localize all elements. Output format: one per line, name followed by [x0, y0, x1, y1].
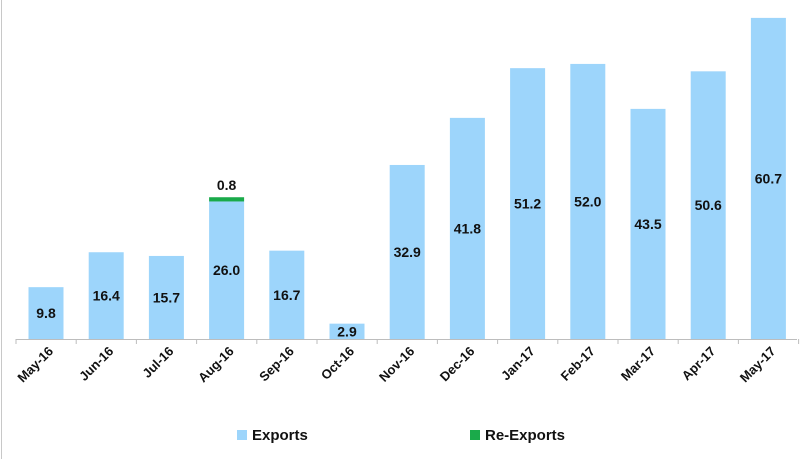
- exports-data-label: 51.2: [514, 196, 541, 212]
- x-tick-label: Dec-16: [437, 344, 478, 385]
- re-exports-bar-Aug-16: [209, 197, 245, 202]
- exports-data-label: 16.7: [273, 287, 300, 303]
- x-tick-label: Jun-16: [76, 344, 116, 384]
- exports-bar-Mar-17: [630, 108, 666, 339]
- exports-bar-Apr-17: [690, 71, 726, 340]
- x-tick-label: Jul-16: [139, 344, 176, 381]
- x-tick-label: Feb-17: [558, 344, 598, 384]
- exports-bar-Sep-16: [269, 250, 305, 339]
- x-tick-label: Mar-17: [618, 344, 658, 384]
- exports-data-label: 43.5: [634, 216, 661, 232]
- legend-swatch-exports: [237, 430, 247, 440]
- exports-bar-May-16: [28, 287, 64, 339]
- exports-data-label: 15.7: [153, 289, 180, 305]
- x-tick-label: May-16: [14, 344, 56, 386]
- exports-data-label: 2.9: [337, 323, 357, 339]
- exports-data-label: 16.4: [93, 288, 120, 304]
- exports-data-label: 52.0: [574, 193, 601, 209]
- legend-swatch-re-exports: [470, 430, 480, 440]
- exports-bar-May-17: [750, 17, 786, 339]
- exports-bar-Jan-17: [510, 68, 546, 339]
- exports-bar-Oct-16: [329, 323, 365, 339]
- x-tick-label: Aug-16: [195, 344, 237, 386]
- exports-data-label: 41.8: [454, 220, 481, 236]
- exports-data-label: 9.8: [36, 305, 56, 321]
- exports-bar-Nov-16: [389, 164, 425, 339]
- exports-data-label: 50.6: [695, 197, 722, 213]
- exports-bar-Dec-16: [449, 117, 485, 340]
- x-tick-label: Apr-17: [679, 344, 719, 384]
- exports-bar-Jun-16: [88, 252, 124, 339]
- x-tick-label: May-17: [737, 344, 779, 386]
- legend-label-exports: Exports: [252, 427, 308, 444]
- exports-data-label: 60.7: [755, 170, 782, 186]
- exports-bar-Feb-17: [570, 63, 606, 340]
- x-tick-label: Sep-16: [256, 344, 297, 385]
- x-tick-label: Nov-16: [376, 344, 417, 385]
- x-tick-label: Jan-17: [498, 344, 538, 384]
- legend-label-re-exports: Re-Exports: [485, 427, 565, 444]
- re-exports-data-label: 0.8: [217, 177, 237, 193]
- exports-data-label: 26.0: [213, 262, 240, 278]
- exports-bar-Jul-16: [148, 255, 184, 339]
- x-tick-label: Oct-16: [318, 344, 357, 383]
- exports-bar-Aug-16: [209, 201, 245, 339]
- exports-data-label: 32.9: [394, 244, 421, 260]
